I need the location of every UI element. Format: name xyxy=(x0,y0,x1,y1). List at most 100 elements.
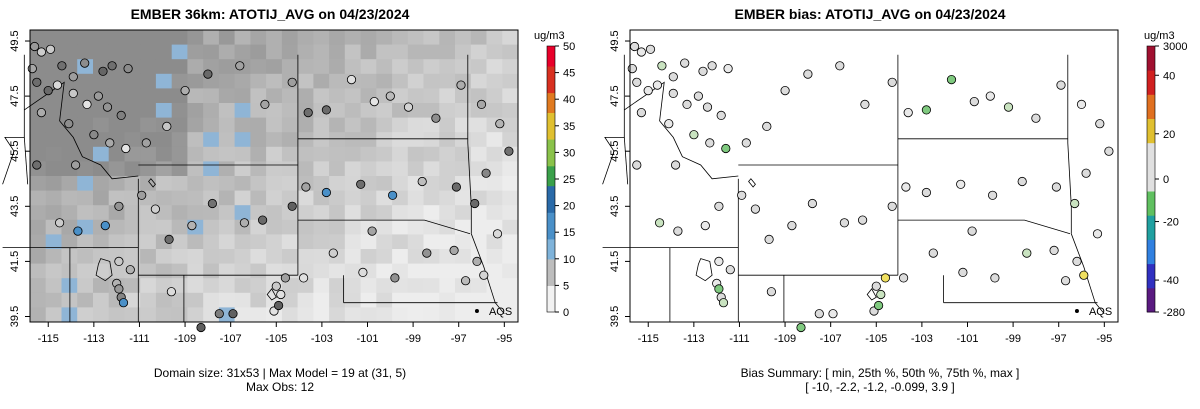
obs-point xyxy=(107,61,117,71)
x-tick-label: -105 xyxy=(265,333,287,345)
model-cell xyxy=(344,176,361,192)
model-cell xyxy=(313,44,330,60)
lake-outline xyxy=(866,288,877,301)
colorbar-segment xyxy=(1147,209,1155,216)
colorbar-segment xyxy=(547,179,555,187)
bias-point xyxy=(803,69,813,79)
model-cell xyxy=(155,88,173,104)
model-cell xyxy=(187,249,204,265)
model-cell xyxy=(470,278,487,294)
model-cell xyxy=(376,103,393,119)
bias-point xyxy=(721,143,731,154)
bias-point xyxy=(1104,146,1114,156)
colorbar-segment xyxy=(1147,70,1155,77)
obs-point xyxy=(102,102,113,112)
model-cell xyxy=(234,88,251,104)
obs-point xyxy=(52,80,63,90)
model-cell xyxy=(124,234,141,250)
colorbar-tick-label: 20 xyxy=(563,201,575,213)
bias-point xyxy=(1079,270,1089,280)
model-cell xyxy=(360,117,377,133)
bias-point xyxy=(928,248,938,258)
colorbar: 0 5 10 15 20 25 30 35 40 45 50 xyxy=(546,41,575,319)
model-cell xyxy=(203,292,220,308)
obs-point xyxy=(180,86,190,96)
model-cell xyxy=(470,59,487,75)
model-cell xyxy=(502,44,519,60)
model-cell xyxy=(266,234,283,250)
obs-point xyxy=(68,88,78,99)
model-cell xyxy=(203,249,220,265)
x-tick-label: -107 xyxy=(220,333,242,345)
model-cell xyxy=(392,176,409,192)
colorbar-unit: ug/m3 xyxy=(1144,30,1175,42)
colorbar-segment xyxy=(547,285,555,293)
model-cell xyxy=(502,219,519,235)
model-cell xyxy=(108,307,125,323)
model-cell xyxy=(61,59,78,75)
model-cell xyxy=(502,103,519,119)
model-cell xyxy=(45,176,62,192)
colorbar-segment xyxy=(547,305,555,313)
model-cell xyxy=(486,73,503,89)
model-cell xyxy=(45,234,62,250)
model-cell xyxy=(140,44,157,60)
colorbar-segment xyxy=(547,99,555,107)
model-cell xyxy=(250,44,267,60)
model-cell xyxy=(313,292,330,308)
model-cell xyxy=(218,190,236,206)
obs-point xyxy=(321,105,331,115)
model-cell xyxy=(423,307,440,323)
obs-point xyxy=(239,218,249,228)
colorbar-segment xyxy=(1147,203,1155,210)
model-cell xyxy=(187,44,204,60)
model-cell xyxy=(455,190,472,206)
model-cell xyxy=(329,161,346,177)
model-cell xyxy=(203,176,220,192)
model-cell xyxy=(281,176,299,192)
x-tick-label: -95 xyxy=(1096,333,1112,345)
obs-point xyxy=(105,138,115,148)
y-tick-label: 41.5 xyxy=(609,251,621,272)
model-cell xyxy=(108,88,125,104)
model-cell xyxy=(171,30,188,46)
model-cell xyxy=(187,30,204,46)
model-cell xyxy=(344,219,361,235)
colorbar-segment xyxy=(547,112,555,120)
x-tick-label: -105 xyxy=(865,333,887,345)
model-cell xyxy=(486,44,503,60)
colorbar-segment xyxy=(547,72,555,80)
bias-point xyxy=(871,281,881,291)
bias-point xyxy=(901,182,911,192)
colorbar-segment xyxy=(1147,293,1155,301)
model-cell xyxy=(171,249,188,265)
model-cell xyxy=(470,44,487,60)
model-cell xyxy=(155,73,173,89)
model-cell xyxy=(30,132,47,148)
obs-point xyxy=(123,64,133,74)
model-cell xyxy=(313,263,330,279)
colorbar-tick-label: 30 xyxy=(563,147,575,159)
model-cell xyxy=(360,278,377,294)
model-cell xyxy=(439,263,456,279)
bias-point xyxy=(714,284,724,294)
model-cell xyxy=(234,190,251,206)
model-cell xyxy=(30,30,47,46)
bias-point xyxy=(956,179,966,189)
model-cell xyxy=(297,205,314,221)
obs-point xyxy=(287,77,297,87)
bias-point xyxy=(693,91,704,101)
model-cell xyxy=(187,161,204,177)
colorbar-segment xyxy=(1147,263,1155,271)
model-cell xyxy=(203,278,220,294)
model-cell xyxy=(329,146,346,162)
model-cell xyxy=(187,234,204,250)
model-cell xyxy=(203,88,220,104)
obs-point xyxy=(367,226,377,236)
model-cell xyxy=(502,234,519,250)
x-tick-label: -113 xyxy=(83,333,104,345)
model-cell xyxy=(407,30,424,46)
colorbar-tick-label: 15 xyxy=(563,227,575,239)
model-cell xyxy=(329,103,346,119)
model-cell xyxy=(155,219,173,235)
